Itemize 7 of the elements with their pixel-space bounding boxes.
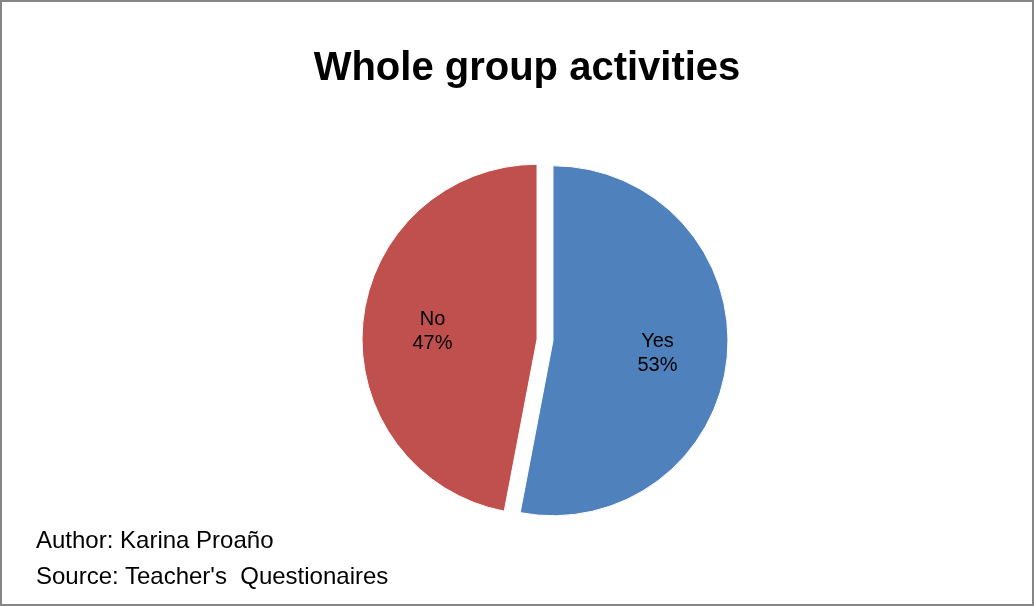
source-note: Source: Teacher's Questionaires bbox=[36, 562, 389, 589]
data-label: 53% bbox=[637, 352, 678, 375]
slice-label: Yes bbox=[641, 328, 674, 351]
data-label: 47% bbox=[412, 331, 453, 354]
slice-label: No bbox=[419, 307, 446, 330]
text: Author: Karina Proaño bbox=[36, 526, 274, 553]
chart-title: Whole group activities bbox=[313, 44, 741, 88]
